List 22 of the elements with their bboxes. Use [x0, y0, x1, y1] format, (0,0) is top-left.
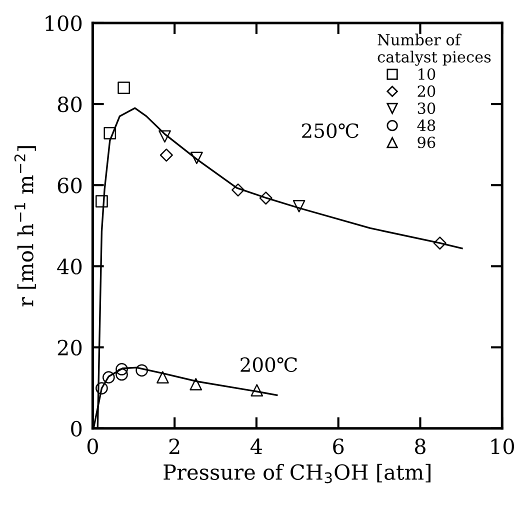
y-tick-label: 60 — [58, 178, 82, 194]
x-tick-label: 0 — [87, 438, 98, 454]
annotation: 200℃ — [240, 357, 298, 372]
y-tick-label: 0 — [71, 420, 82, 437]
y-axis-title: r [mol h$^{−1}$ m$^{−2}$] — [14, 146, 36, 306]
legend-label: 20 — [418, 85, 436, 97]
x-axis-title: Pressure of CH$_{3}$OH [atm] — [164, 464, 430, 484]
x-tick-label: 4 — [250, 438, 262, 454]
legend-label: 30 — [418, 102, 436, 114]
legend-label: 10 — [418, 68, 436, 80]
legend-label: 96 — [418, 136, 436, 148]
y-tick-label: 100 — [46, 15, 82, 32]
x-tick-label: 2 — [169, 438, 180, 454]
x-tick-label: 6 — [333, 438, 344, 454]
annotation: 250℃ — [302, 123, 358, 138]
x-tick-label: 10 — [491, 438, 514, 454]
legend-title: Number of catalyst pieces — [378, 34, 491, 66]
x-tick-label: 8 — [415, 438, 426, 454]
y-tick-label: 80 — [58, 96, 82, 112]
y-tick-label: 20 — [58, 340, 82, 356]
legend-label: 48 — [417, 120, 436, 132]
y-tick-label: 40 — [57, 258, 82, 274]
